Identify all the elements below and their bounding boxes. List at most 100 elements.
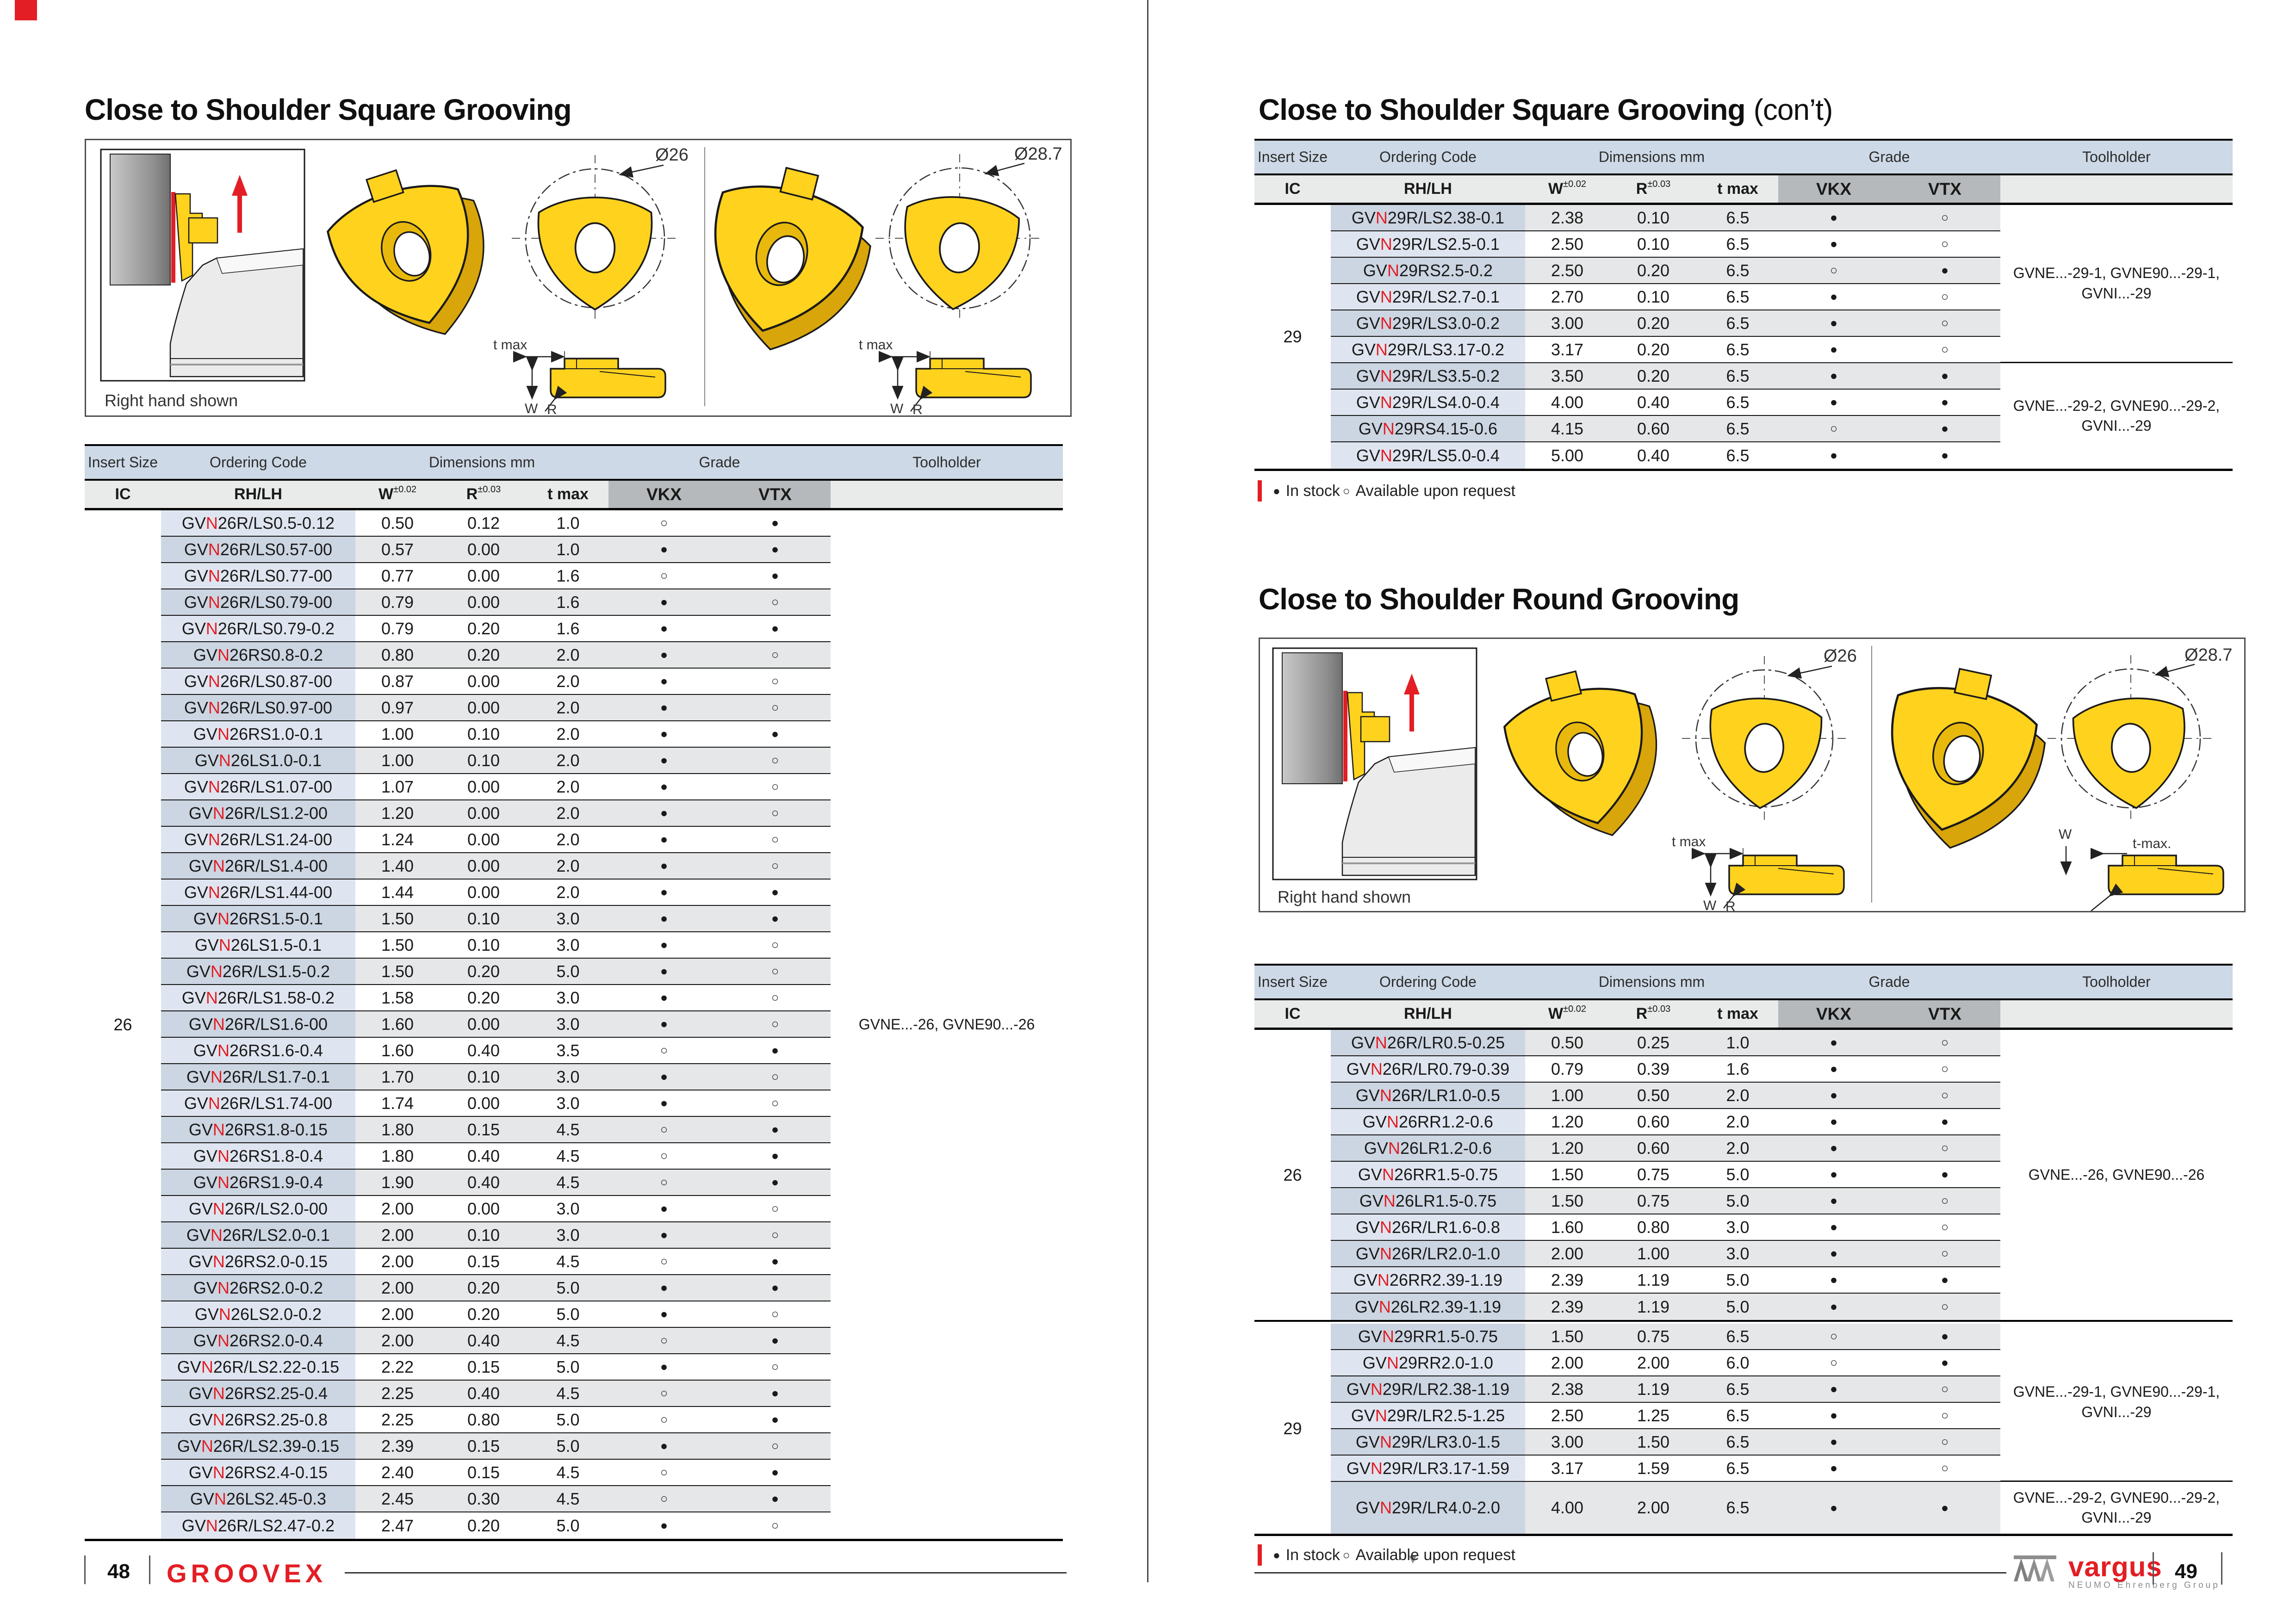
ordering-code: GV N 29R/LS3.5-0.2	[1331, 363, 1525, 390]
toolholder-group: GVNE...-29-2, GVNE90...-29-2, GVNI...-29	[2000, 363, 2233, 469]
dimension-r: 0.80	[440, 1407, 527, 1433]
w-label: W	[525, 401, 538, 415]
legend-in-stock: In stock	[1285, 482, 1340, 500]
dimension-tmax: 6.5	[1697, 205, 1778, 231]
subheader-vkx: VKX	[1778, 175, 1889, 205]
dimension-tmax: 6.5	[1697, 416, 1778, 442]
dimension-tmax: 3.0	[527, 1011, 608, 1038]
dimension-w: 2.00	[355, 1328, 440, 1354]
dimension-r: 0.15	[440, 1354, 527, 1381]
dimension-tmax: 6.5	[1697, 231, 1778, 258]
grade-vtx: ○	[1889, 205, 2000, 231]
dimension-w: 1.70	[355, 1064, 440, 1090]
dimension-tmax: 5.0	[527, 1275, 608, 1301]
w-symbol: W	[1548, 1005, 1564, 1022]
grade-vtx: ○	[720, 800, 831, 827]
subheader-toolholder-spacer	[831, 481, 1063, 510]
grade-vtx: ●	[720, 510, 831, 537]
dimension-r: 1.00	[1609, 1241, 1697, 1267]
ordering-code: GV N 26R/LS0.77-00	[161, 563, 355, 589]
column-header: Toolholder	[2000, 966, 2233, 1000]
grade-vkx: ●	[608, 985, 720, 1011]
grade-vtx: ●	[720, 537, 831, 563]
square-grooving-table-ic29: Insert Size Ordering Code Dimensions mm Gra…	[1254, 139, 2233, 471]
dimension-w: 1.24	[355, 827, 440, 853]
dimension-w: 2.22	[355, 1354, 440, 1381]
dimension-r: 2.00	[1609, 1482, 1697, 1534]
grade-vkx: ●	[608, 695, 720, 721]
diameter-label: Ø26	[655, 145, 689, 165]
dimension-r: 0.10	[440, 1064, 527, 1090]
tmax-label: t max	[493, 337, 527, 353]
grade-vkx: ●	[1778, 1188, 1889, 1214]
dimension-w: 4.00	[1525, 390, 1609, 416]
ordering-code: GV N 26RR2.39-1.19	[1331, 1267, 1525, 1294]
grade-vtx: ○	[720, 985, 831, 1011]
grade-vtx: ○	[720, 589, 831, 616]
grade-vkx: ●	[608, 880, 720, 906]
dimension-tmax: 4.5	[527, 1486, 608, 1512]
grade-vtx: ○	[1889, 1188, 2000, 1214]
grade-vkx: ●	[1778, 1429, 1889, 1456]
dimension-r: 0.40	[1609, 442, 1697, 469]
grade-vtx: ●	[720, 563, 831, 589]
ordering-code: GV N 29R/LS2.38-0.1	[1331, 205, 1525, 231]
grade-vtx: ○	[1889, 1083, 2000, 1109]
grade-vtx: ○	[720, 1090, 831, 1117]
dimension-r: 0.40	[1609, 390, 1697, 416]
dimension-tmax: 3.0	[527, 932, 608, 959]
dimension-tmax: 2.0	[527, 748, 608, 774]
grade-vtx: ○	[1889, 310, 2000, 337]
ordering-code: GV N 26LS1.5-0.1	[161, 932, 355, 959]
dimension-tmax: 6.5	[1697, 310, 1778, 337]
dimension-w: 2.00	[355, 1275, 440, 1301]
grade-vkx: ●	[1778, 1109, 1889, 1135]
ordering-code: GV N 26R/LS1.6-00	[161, 1011, 355, 1038]
grade-vkx: ●	[608, 1301, 720, 1328]
grade-vkx: ●	[608, 932, 720, 959]
dimension-w: 2.45	[355, 1486, 440, 1512]
grade-vtx: ○	[720, 774, 831, 800]
subheader-vtx: VTX	[720, 481, 831, 510]
grade-vtx: ●	[720, 1249, 831, 1275]
dimension-w: 0.77	[355, 563, 440, 589]
dimension-tmax: 6.5	[1697, 284, 1778, 310]
dimension-tmax: 1.6	[527, 563, 608, 589]
dimension-w: 3.17	[1525, 1456, 1609, 1482]
grade-vtx: ○	[720, 695, 831, 721]
grade-vtx: ●	[720, 1275, 831, 1301]
ordering-code: GV N 26LR2.39-1.19	[1331, 1294, 1525, 1320]
insert-size-value: 26	[1254, 1030, 1331, 1320]
tmax-label: t-max.	[2133, 836, 2171, 851]
dimension-tmax: 2.0	[1697, 1083, 1778, 1109]
subheader-vkx: VKX	[1778, 1000, 1889, 1030]
grade-vkx: ○	[1778, 416, 1889, 442]
ordering-code: GV N 26RR1.2-0.6	[1331, 1109, 1525, 1135]
dimension-tmax: 3.0	[527, 906, 608, 932]
grade-vkx: ●	[608, 1196, 720, 1222]
profile-view-26: t max W R	[1672, 834, 1845, 911]
ordering-code: GV N 26R/LS1.44-00	[161, 880, 355, 906]
dimension-r: 0.15	[440, 1433, 527, 1460]
dimension-r: 0.20	[440, 1275, 527, 1301]
dimension-tmax: 4.5	[527, 1143, 608, 1170]
r-label: R	[1725, 899, 1736, 911]
dimension-tmax: 4.5	[527, 1328, 608, 1354]
ordering-code: GV N 26R/LS0.79-0.2	[161, 616, 355, 642]
grade-vtx: ○	[1889, 1403, 2000, 1429]
toolholder-group: GVNE...-29-1, GVNE90...-29-1, GVNI...-29	[2000, 1324, 2233, 1482]
w-tolerance: ±0.02	[1563, 1004, 1586, 1014]
column-header: Grade	[1778, 966, 2000, 1000]
dimension-r: 0.10	[440, 721, 527, 748]
legend-available: Available upon request	[1355, 482, 1515, 500]
legend-available: Available upon request	[1355, 1546, 1515, 1564]
footer-rule	[1254, 1572, 2006, 1573]
subheader-vtx: VTX	[1889, 175, 2000, 205]
grade-vkx: ●	[1778, 363, 1889, 390]
dimension-r: 0.00	[440, 669, 527, 695]
dimension-r: 0.10	[440, 748, 527, 774]
dimension-tmax: 3.0	[1697, 1214, 1778, 1241]
ordering-code: GV N 26RS2.25-0.4	[161, 1381, 355, 1407]
grade-vkx: ○	[608, 1460, 720, 1486]
dimension-r: 2.00	[1609, 1350, 1697, 1376]
